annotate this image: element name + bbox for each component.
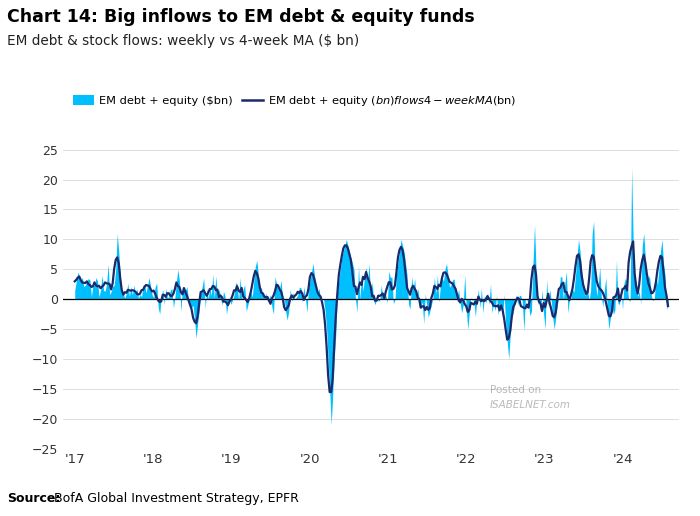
Text: Chart 14: Big inflows to EM debt & equity funds: Chart 14: Big inflows to EM debt & equit… <box>7 8 475 26</box>
Text: Posted on: Posted on <box>489 385 540 395</box>
Text: Source:: Source: <box>7 492 60 505</box>
Text: ISABELNET.com: ISABELNET.com <box>489 400 570 410</box>
Text: EM debt & stock flows: weekly vs 4-week MA ($ bn): EM debt & stock flows: weekly vs 4-week … <box>7 34 359 47</box>
Legend: EM debt + equity ($bn), EM debt + equity ($bn) flows 4-week MA ($bn): EM debt + equity ($bn), EM debt + equity… <box>69 89 522 112</box>
Text: BofA Global Investment Strategy, EPFR: BofA Global Investment Strategy, EPFR <box>50 492 300 505</box>
